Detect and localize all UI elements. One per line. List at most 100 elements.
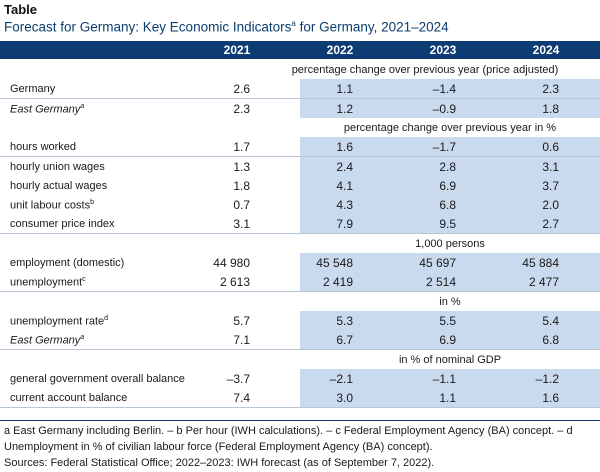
cell-value: 45 548	[316, 256, 353, 270]
cell-value: 6.9	[439, 178, 456, 193]
cell-value: –1.7	[432, 140, 456, 155]
row-label: East Germanya	[10, 334, 85, 347]
year-header-row: 2021 2022 2023 2024	[0, 41, 600, 59]
unit-row: 1,000 persons	[0, 233, 600, 254]
row-label: current account balance	[10, 392, 128, 405]
cell-value: 2.6	[233, 82, 250, 97]
table-row: general government overall balance –3.7 –2…	[0, 368, 600, 389]
title-main: Forecast for Germany: Key Economic Indic…	[4, 19, 292, 35]
cell-value: 4.3	[336, 198, 353, 213]
table-bottom-rule	[0, 420, 600, 421]
cell-value: 1.1	[439, 391, 456, 406]
cell-value: –3.7	[226, 371, 250, 386]
cell-value: 5.5	[439, 313, 456, 328]
unit-label: in %	[439, 295, 461, 308]
cell-value: 2.8	[439, 159, 456, 174]
footnote-2: Unemployment in % of civilian labour for…	[4, 441, 433, 453]
cell-value: 1.8	[542, 101, 559, 116]
cell-value: 0.7	[233, 198, 250, 213]
unit-label: percentage change over previous year (pr…	[291, 64, 559, 76]
year-header: 2022	[326, 43, 354, 57]
sources-note: Sources: Federal Statistical Office; 202…	[4, 457, 435, 469]
cell-value: –1.2	[535, 371, 559, 386]
unit-row: in %	[0, 291, 600, 312]
unit-label: percentage change over previous year in …	[343, 121, 557, 134]
year-header: 2023	[429, 43, 457, 57]
cell-value: 1.8	[233, 178, 250, 193]
cell-value: 1.1	[336, 82, 353, 97]
row-label: employment (domestic)	[10, 257, 125, 269]
cell-value: 7.1	[233, 333, 250, 348]
cell-value: 3.1	[233, 217, 250, 232]
row-label: East Germanya	[10, 102, 85, 116]
table-title: Forecast for Germany: Key Economic Indic…	[4, 19, 449, 35]
cell-value: 2.7	[542, 217, 559, 232]
cell-value: 2 613	[219, 275, 250, 290]
year-header: 2021	[223, 43, 251, 57]
cell-value: –1.1	[432, 371, 456, 386]
cell-value: 7.9	[336, 217, 353, 232]
cell-value: 6.9	[439, 333, 456, 348]
row-label: unemploymentc	[10, 276, 86, 289]
table-row: hourly actual wages 1.8 4.1 6.9 3.7	[0, 175, 600, 196]
row-footnote-mark: b	[90, 199, 95, 207]
row-label: hourly actual wages	[10, 179, 108, 192]
cell-value: 5.4	[542, 313, 559, 328]
table-row: unemployment rated 5.7 5.3 5.5 5.4	[0, 310, 600, 331]
row-label: general government overall balance	[10, 372, 185, 385]
table-row: East Germanya 7.1 6.7 6.9 6.8	[0, 330, 600, 351]
title-footnote-mark: a	[291, 19, 296, 28]
cell-value: 2 477	[528, 275, 559, 290]
title-rest: for Germany, 2021–2024	[295, 19, 449, 35]
row-label: hours worked	[10, 141, 77, 154]
table-row: unemploymentc 2 613 2 419 2 514 2 477	[0, 272, 600, 293]
row-footnote-mark: a	[80, 102, 85, 110]
cell-value: 5.3	[336, 313, 353, 328]
cell-value: –0.9	[432, 101, 456, 116]
unit-label: 1,000 persons	[415, 237, 485, 250]
row-label: consumer price index	[10, 218, 115, 231]
cell-value: 2.3	[542, 82, 559, 97]
row-footnote-mark: a	[80, 334, 85, 342]
unit-row: percentage change over previous year (pr…	[0, 60, 600, 80]
table-row: East Germanya 2.3 1.2 –0.9 1.8	[0, 98, 600, 119]
unit-label: in % of nominal GDP	[398, 353, 502, 366]
row-label: unit labour costsb	[10, 199, 95, 212]
cell-value: 0.6	[542, 140, 559, 155]
cell-value: 3.0	[336, 391, 353, 406]
cell-value: 4.1	[336, 178, 353, 193]
cell-value: 7.4	[233, 391, 250, 406]
cell-value: 2.3	[233, 101, 250, 116]
row-label: Germany	[10, 83, 56, 96]
cell-value: 2.4	[336, 159, 353, 174]
row-label: unemployment rated	[10, 314, 109, 328]
table-row: employment (domestic) 44 980 45 548 45 697 4…	[0, 253, 600, 273]
cell-value: 44 980	[213, 256, 250, 270]
cell-value: 1.3	[233, 159, 250, 174]
table-row: Germany 2.6 1.1 –1.4 2.3	[0, 79, 600, 100]
row-footnote-mark: d	[104, 314, 109, 322]
cell-value: 45 884	[522, 256, 559, 270]
cell-value: 3.7	[542, 178, 559, 193]
cell-value: 2.0	[542, 198, 559, 213]
cell-value: 2 514	[425, 275, 456, 290]
table-row: hourly union wages 1.3 2.4 2.8 3.1	[0, 156, 600, 177]
footnote-1: a East Germany including Berlin. – b Per…	[4, 425, 573, 437]
cell-value: 6.8	[439, 198, 456, 213]
cell-value: 1.6	[336, 140, 353, 155]
table-row: hours worked 1.7 1.6 –1.7 0.6	[0, 137, 600, 158]
cell-value: 1.6	[542, 391, 559, 406]
cell-value: 6.8	[542, 333, 559, 348]
row-label: hourly union wages	[10, 160, 105, 173]
cell-value: –2.1	[329, 371, 353, 386]
table-row: current account balance 7.4 3.0 1.1 1.6	[0, 388, 600, 409]
unit-row: percentage change over previous year in …	[0, 117, 600, 138]
cell-value: 3.1	[542, 159, 559, 174]
cell-value: –1.4	[432, 82, 456, 97]
unit-row: in % of nominal GDP	[0, 349, 600, 370]
cell-value: 6.7	[336, 333, 353, 348]
table-label: Table	[4, 2, 37, 17]
year-header: 2024	[532, 43, 560, 57]
cell-value: 1.2	[336, 101, 353, 116]
